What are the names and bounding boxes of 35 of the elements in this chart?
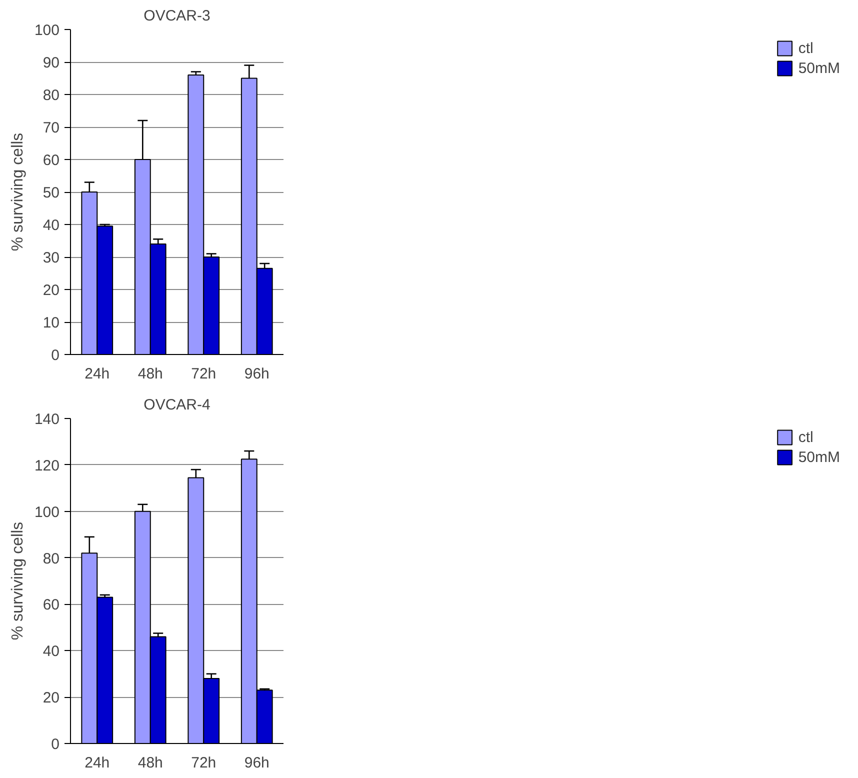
y-tick-label: 140 (34, 411, 60, 428)
legend-label: ctl (798, 428, 814, 446)
y-tick-label: 80 (42, 87, 60, 104)
y-axis-title: % surviving cells (9, 132, 26, 252)
y-tick-label: 100 (34, 22, 60, 39)
y-tick-label: 60 (42, 596, 60, 614)
y-axis-title: % surviving cells (9, 522, 26, 640)
y-tick-label: 70 (42, 120, 60, 136)
y-tick-label: 60 (42, 152, 60, 169)
x-tick-label: 24h (84, 366, 110, 382)
y-tick-label: 50 (42, 184, 60, 202)
legend-label: 50mM (798, 448, 840, 466)
y-tick-label: 100 (34, 504, 60, 521)
x-tick-label: 24h (84, 754, 110, 772)
y-tick-label: 0 (51, 736, 60, 753)
y-tick-label: 30 (42, 250, 60, 266)
y-tick-label: 10 (42, 314, 60, 332)
x-tick-label: 96h (244, 366, 270, 382)
y-tick-label: 40 (42, 643, 60, 660)
y-tick-label: 80 (42, 550, 60, 568)
y-tick-label: 120 (34, 457, 60, 474)
x-tick-label: 72h (191, 754, 216, 772)
x-tick-label: 48h (138, 754, 163, 772)
chart-title: OVCAR-4 (144, 396, 210, 414)
y-tick-label: 90 (42, 54, 60, 72)
x-tick-label: 72h (191, 366, 216, 382)
x-tick-label: 96h (244, 754, 270, 772)
y-tick-label: 20 (42, 282, 60, 299)
legend-label: ctl (798, 40, 814, 56)
y-tick-label: 20 (42, 690, 60, 707)
y-tick-label: 0 (51, 347, 60, 364)
chart-title: OVCAR-3 (144, 8, 210, 24)
legend-label: 50mM (798, 60, 840, 76)
x-tick-label: 48h (138, 366, 163, 382)
y-tick-label: 40 (42, 217, 60, 234)
